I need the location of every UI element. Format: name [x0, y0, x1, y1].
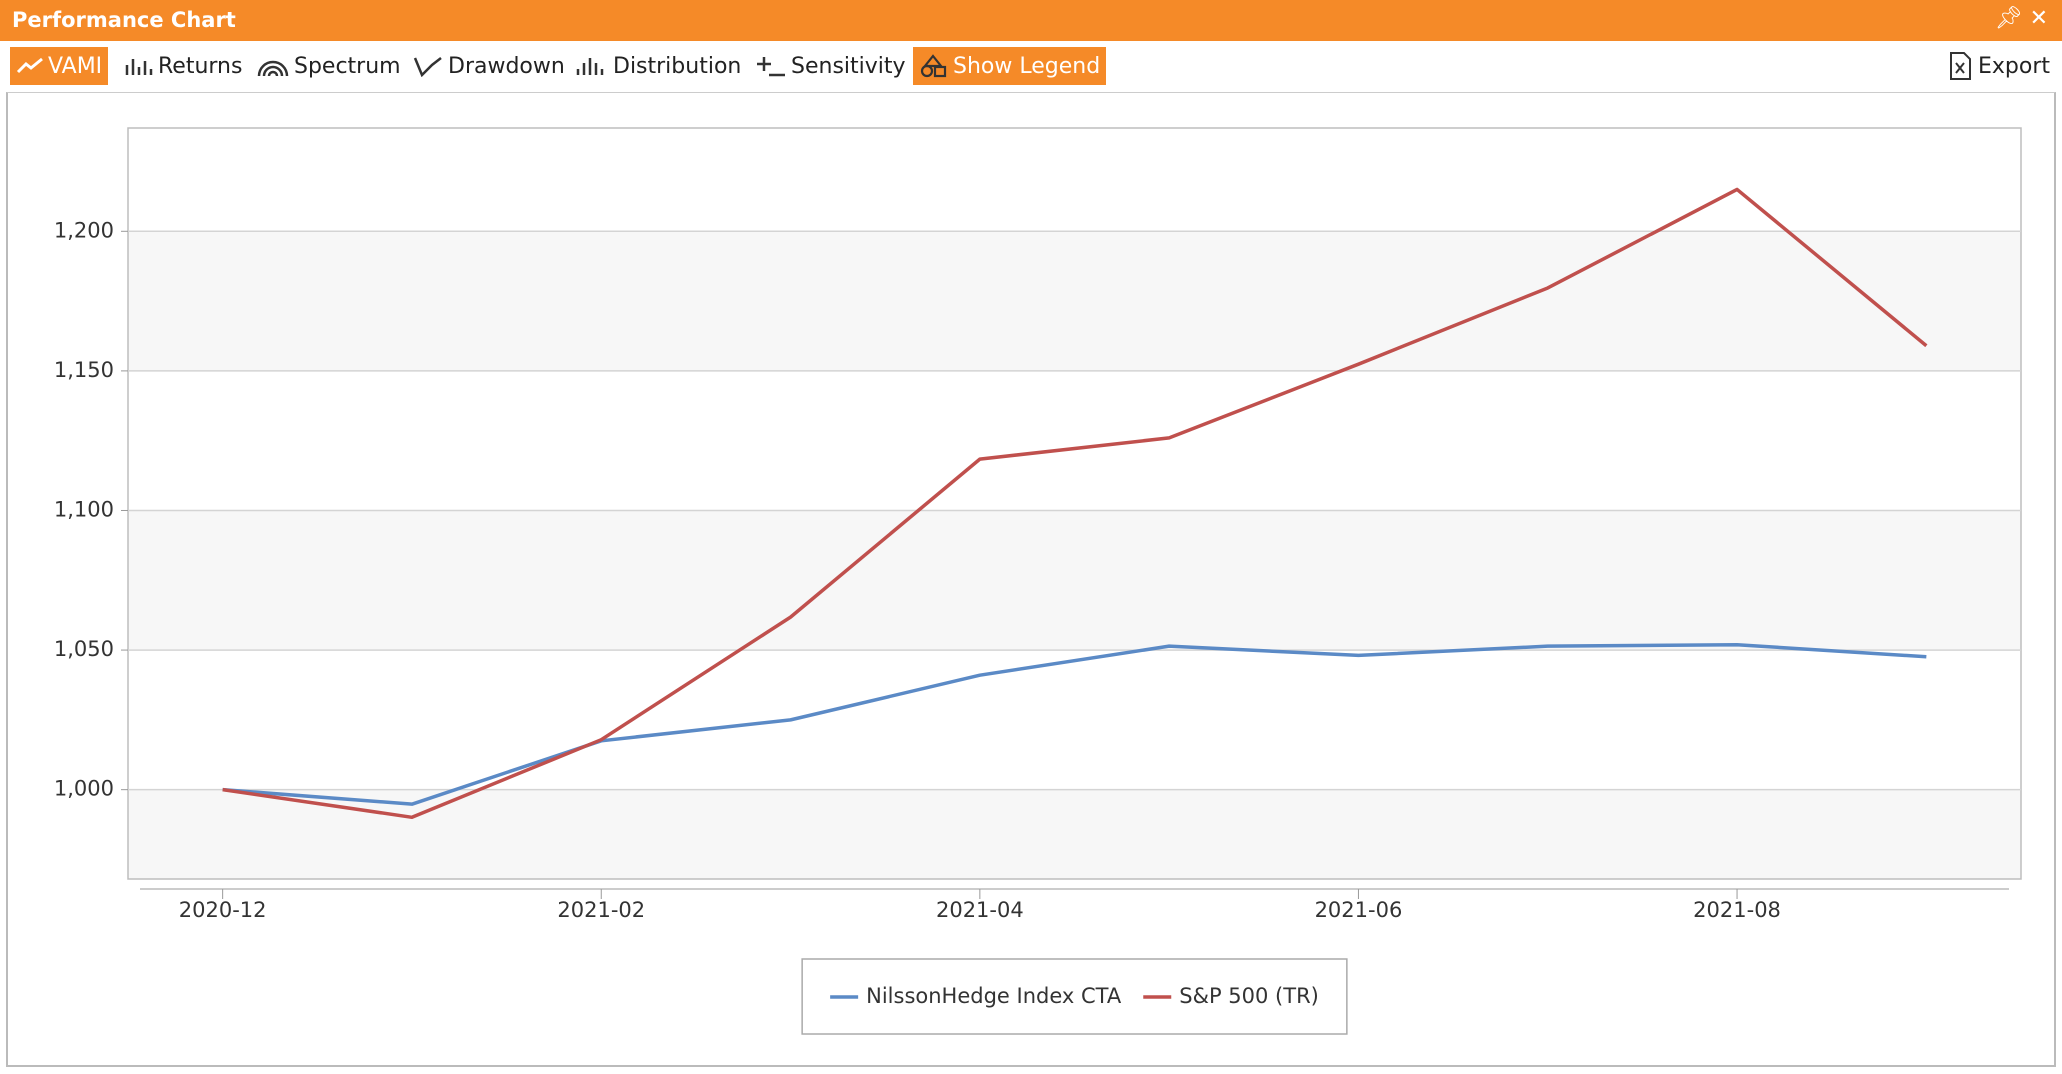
window-controls[interactable]: 📌︎ ✕: [1994, 6, 2048, 31]
drawdown-button[interactable]: Drawdown: [406, 47, 571, 85]
x-tick-label: 2021-02: [557, 898, 645, 922]
x-tick-label: 2021-06: [1315, 898, 1403, 922]
x-tick-label: 2021-08: [1693, 898, 1781, 922]
show-legend-button[interactable]: Show Legend: [913, 47, 1107, 85]
x-tick-label: 2021-04: [936, 898, 1024, 922]
chart: 1,000 1,050 1,100 1,150 1,200 2020-12 2021-02 2…: [54, 127, 2022, 1035]
window-title: Performance Chart: [12, 8, 236, 32]
button-label: Spectrum: [294, 53, 401, 79]
button-label: VAMI: [48, 53, 103, 79]
plot-border: [127, 127, 2022, 880]
button-label: Show Legend: [953, 53, 1101, 79]
y-tick-label: 1,150: [54, 358, 114, 382]
y-tick-label: 1,100: [54, 497, 114, 521]
export-button[interactable]: Export: [1942, 47, 2056, 85]
legend-box: [801, 958, 1348, 1035]
y-tick-label: 1,050: [54, 637, 114, 661]
y-tick-label: 1,200: [54, 218, 114, 242]
legend: NilssonHedge Index CTA S&P 500 (TR): [801, 958, 1348, 1035]
toolbar: VAMI Returns Spectrum Drawdown Distribut…: [0, 41, 2062, 92]
sensitivity-button[interactable]: Sensitivity: [749, 47, 912, 85]
returns-button[interactable]: Returns: [118, 47, 248, 85]
grid-band: [128, 231, 2021, 371]
series-line: [222, 187, 1928, 820]
title-bar: Performance Chart 📌︎ ✕: [0, 0, 2062, 41]
spectrum-button[interactable]: Spectrum: [250, 47, 407, 85]
y-tick-label: 1,000: [54, 777, 114, 801]
button-label: Distribution: [613, 53, 742, 79]
button-label: Drawdown: [448, 53, 565, 79]
button-label: Returns: [158, 53, 243, 79]
distribution-button[interactable]: Distribution: [569, 47, 747, 85]
legend-label: NilssonHedge Index CTA: [866, 984, 1122, 1008]
button-label: Export: [1978, 53, 2051, 79]
vami-button[interactable]: VAMI: [10, 47, 109, 85]
grid-band: [128, 510, 2021, 651]
button-label: Sensitivity: [791, 53, 906, 79]
chart-frame: [6, 92, 2056, 1067]
legend-label: S&P 500 (TR): [1179, 984, 1319, 1008]
series-line: [222, 643, 1927, 806]
x-tick-label: 2020-12: [179, 898, 267, 922]
